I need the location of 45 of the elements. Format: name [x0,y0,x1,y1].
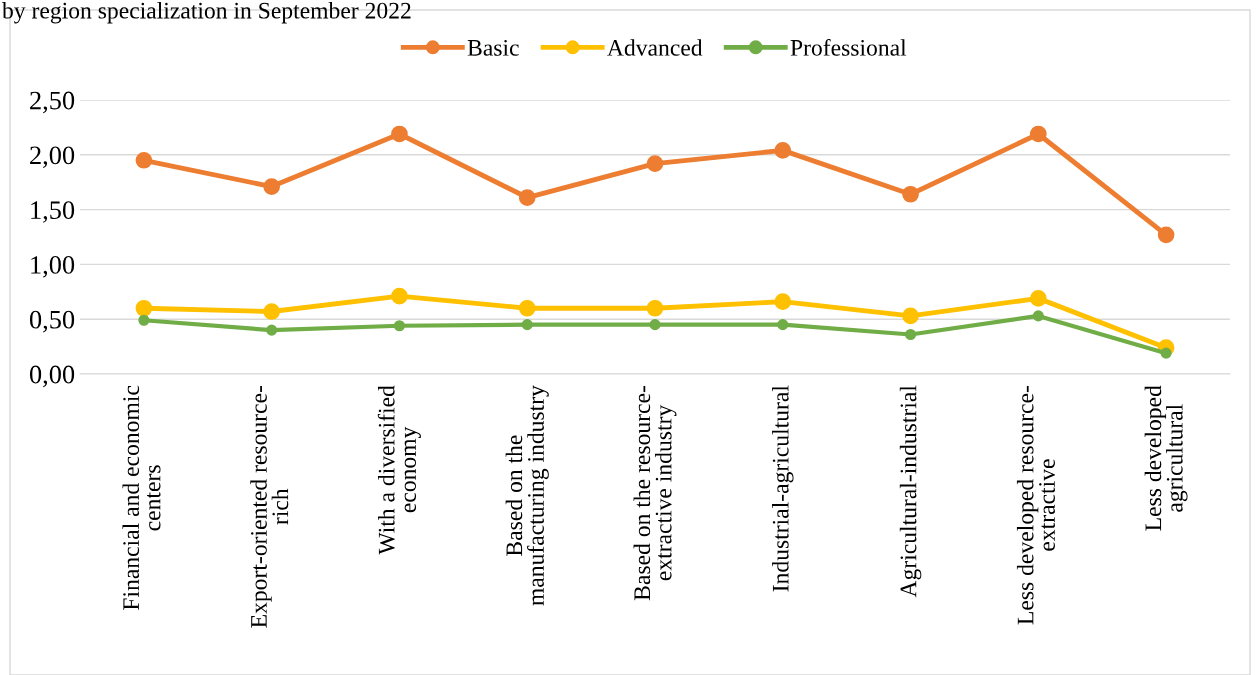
y-tick-label: 1,50 [31,201,75,223]
point [1160,347,1172,359]
point [902,307,919,325]
y-tick-label: 0,00 [29,365,75,388]
point [393,320,406,332]
y-tick-label: 2,50 [30,91,75,114]
point [649,319,661,331]
point [777,319,789,331]
x-tick-label: Industrial-agricultural [772,385,794,592]
point [902,185,919,203]
point [1029,125,1047,143]
point [266,324,278,336]
y-tick-label: 1,00 [31,256,75,278]
point [263,178,281,195]
x-tick-label: With a diversified economy [377,385,421,555]
point [774,142,792,159]
point [391,287,408,305]
x-tick-label: Financial and economic centers [122,385,161,610]
y-tick-label: 2,00 [30,146,75,169]
x-tick-label: Less developed agricultural [1144,385,1188,531]
point [521,319,533,331]
legend-label: Advanced [607,39,703,56]
point [774,293,792,310]
point [138,314,150,326]
point [904,328,917,341]
point [646,299,664,317]
x-tick-label: Export-oriented resource- rich [250,385,289,628]
point [1032,310,1044,322]
x-tick-label: Based on the resource- extractive industry [633,385,677,601]
point [135,299,153,317]
point [518,299,536,317]
chart-title: by region specialization in September 2022 [2,2,411,24]
point [263,303,281,320]
point [1029,290,1047,307]
point [518,189,536,206]
x-tick-label: Less developed resource- extractive [1016,385,1055,625]
y-tick-label: 0,50 [29,310,75,333]
legend-label: Basic [467,39,519,56]
point [391,125,408,143]
point [1157,226,1175,244]
point [135,151,153,169]
point [646,155,664,172]
legend-label: Professional [790,38,907,56]
x-tick-label: Agricultural-industrial [899,385,922,598]
x-tick-label: Based on the manufacturing industry [505,385,549,606]
